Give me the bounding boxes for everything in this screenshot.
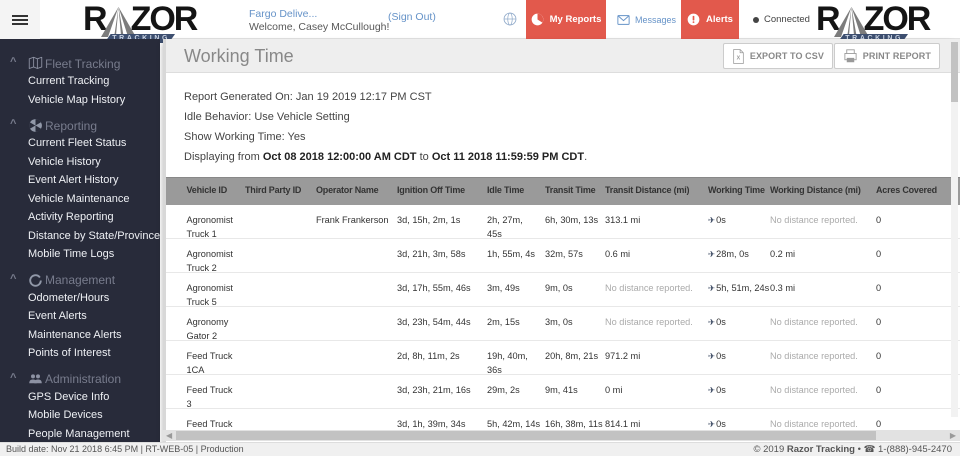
svg-text:X: X bbox=[737, 55, 741, 61]
